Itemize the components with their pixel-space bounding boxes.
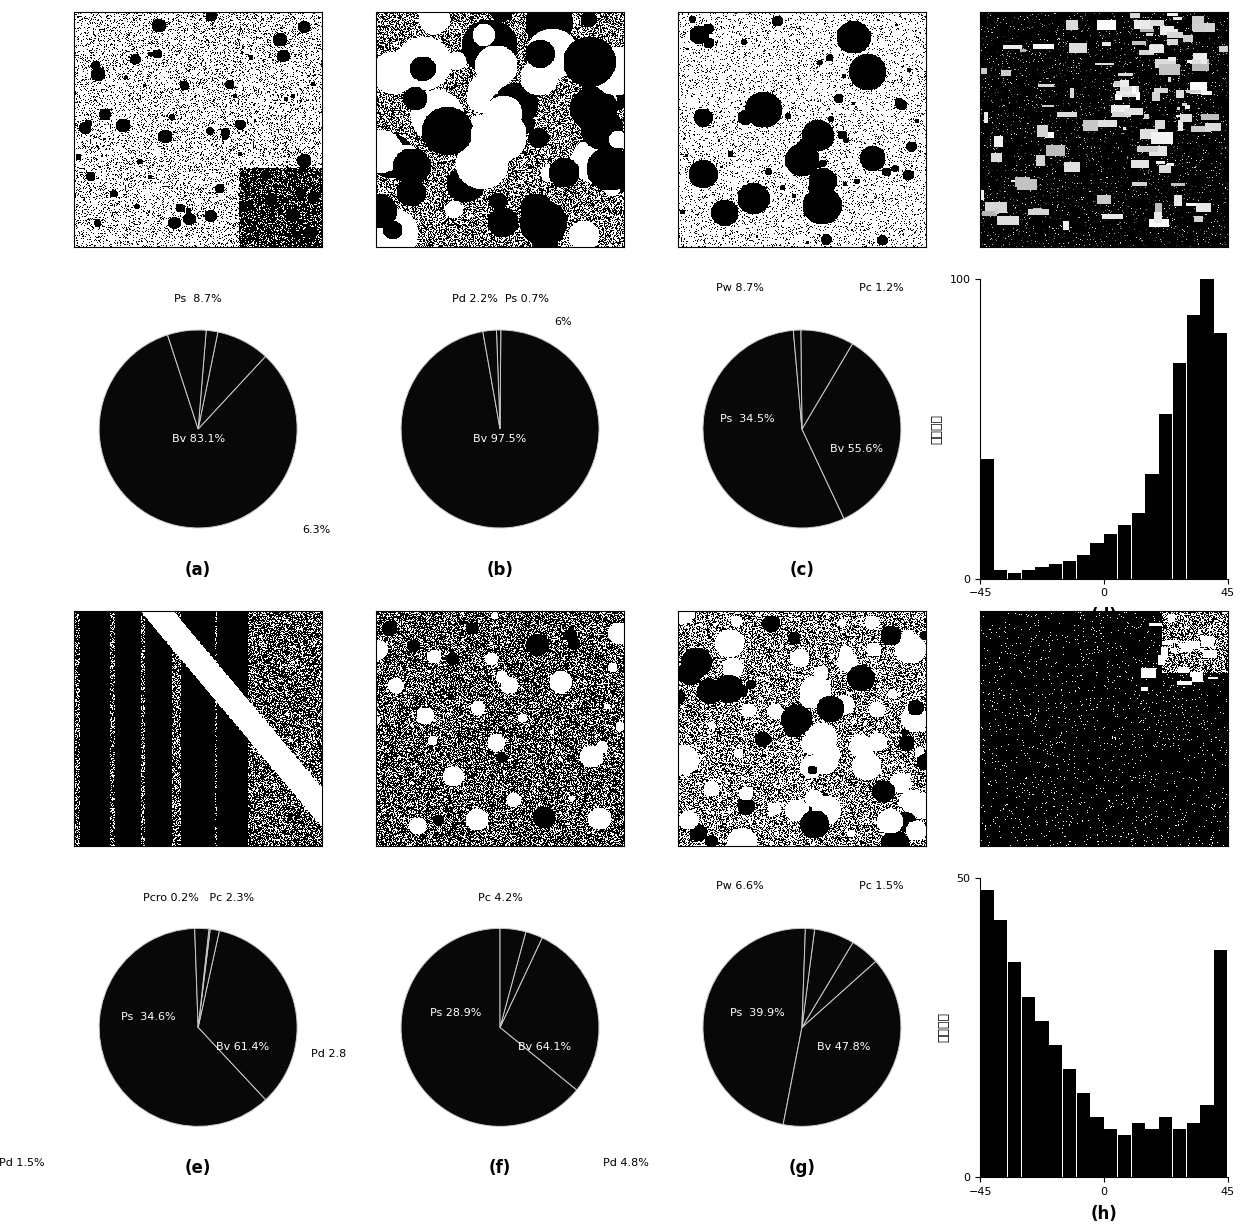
Wedge shape (801, 330, 852, 429)
Wedge shape (198, 929, 219, 1027)
Y-axis label: 像素个数: 像素个数 (931, 414, 944, 444)
X-axis label: (g): (g) (789, 1160, 816, 1177)
Bar (1200, 280, 1214, 579)
Wedge shape (198, 931, 298, 1100)
Wedge shape (99, 335, 298, 528)
Text: Bv 64.1%: Bv 64.1% (518, 1042, 572, 1052)
Bar (1118, 1135, 1131, 1177)
Text: Pc 1.2%: Pc 1.2% (859, 283, 904, 293)
Wedge shape (703, 928, 806, 1124)
Wedge shape (784, 961, 901, 1127)
Bar (1200, 1105, 1214, 1177)
Text: Ps 28.9%: Ps 28.9% (430, 1008, 481, 1018)
Bar (1146, 474, 1158, 579)
Y-axis label: 像素个数: 像素个数 (937, 1013, 951, 1042)
Bar (994, 570, 1007, 579)
Wedge shape (482, 330, 500, 429)
Title: Pc 4.2%: Pc 4.2% (477, 893, 522, 902)
Bar (1214, 333, 1228, 579)
Wedge shape (802, 929, 853, 1027)
Text: Pc 1.5%: Pc 1.5% (859, 881, 904, 891)
Wedge shape (500, 932, 542, 1027)
Text: Pd 1.5%: Pd 1.5% (0, 1157, 45, 1168)
Bar (1049, 564, 1063, 579)
Bar (1090, 1117, 1104, 1177)
Text: Pw 8.7%: Pw 8.7% (717, 283, 764, 293)
Wedge shape (198, 929, 211, 1027)
Text: Ps  34.6%: Ps 34.6% (122, 1013, 176, 1022)
Wedge shape (802, 928, 815, 1027)
Wedge shape (401, 928, 577, 1127)
X-axis label: (a): (a) (185, 562, 211, 579)
Bar (1118, 525, 1131, 579)
Bar (1090, 543, 1104, 579)
Text: Bv 61.4%: Bv 61.4% (216, 1042, 269, 1052)
Text: Ps  39.9%: Ps 39.9% (730, 1008, 785, 1018)
Bar (1022, 998, 1035, 1177)
Wedge shape (496, 330, 501, 429)
X-axis label: (c): (c) (790, 562, 815, 579)
Text: Pw 6.6%: Pw 6.6% (717, 881, 764, 891)
Bar (981, 459, 993, 579)
X-axis label: (e): (e) (185, 1160, 211, 1177)
Wedge shape (198, 332, 265, 429)
Bar (1173, 363, 1187, 579)
Bar (1187, 315, 1200, 579)
Title: Pd 2.2%  Ps 0.7%: Pd 2.2% Ps 0.7% (451, 294, 548, 304)
Text: Bv 83.1%: Bv 83.1% (171, 434, 224, 444)
X-axis label: (f): (f) (489, 1160, 511, 1177)
Bar (1159, 1117, 1172, 1177)
Bar (1159, 414, 1172, 579)
Wedge shape (794, 330, 802, 429)
Title: Pcro 0.2%   Pc 2.3%: Pcro 0.2% Pc 2.3% (143, 893, 254, 902)
Bar (994, 920, 1007, 1177)
Bar (1035, 566, 1049, 579)
Wedge shape (500, 938, 599, 1090)
Bar (1063, 560, 1076, 579)
Bar (1187, 1123, 1200, 1177)
Bar (1076, 554, 1090, 579)
Wedge shape (195, 928, 210, 1027)
Wedge shape (802, 943, 875, 1027)
Wedge shape (401, 330, 599, 528)
Bar (1035, 1021, 1049, 1177)
Bar (1132, 1123, 1145, 1177)
Wedge shape (198, 330, 218, 429)
Bar (1076, 1094, 1090, 1177)
Bar (1104, 1129, 1117, 1177)
Text: Bv 47.8%: Bv 47.8% (817, 1042, 870, 1052)
Text: Bv 97.5%: Bv 97.5% (474, 434, 527, 444)
X-axis label: (b): (b) (486, 562, 513, 579)
Bar (1008, 961, 1021, 1177)
Text: Pd 4.8%: Pd 4.8% (603, 1157, 649, 1168)
Bar (1022, 570, 1035, 579)
Bar (1146, 1129, 1158, 1177)
X-axis label: (h): (h) (1090, 1205, 1117, 1224)
Bar (1104, 533, 1117, 579)
Wedge shape (500, 928, 526, 1027)
Text: 6%: 6% (554, 318, 572, 327)
Bar (1049, 1046, 1063, 1177)
Text: Bv 55.6%: Bv 55.6% (830, 444, 883, 454)
Bar (981, 890, 993, 1177)
Title: Ps  8.7%: Ps 8.7% (175, 294, 222, 304)
Bar (1214, 950, 1228, 1177)
X-axis label: (d): (d) (1090, 607, 1117, 624)
Bar (1173, 1129, 1187, 1177)
Text: Ps  34.5%: Ps 34.5% (720, 414, 775, 424)
Wedge shape (703, 330, 844, 528)
Wedge shape (167, 330, 206, 429)
Bar (1008, 573, 1021, 579)
Wedge shape (99, 928, 265, 1127)
Bar (1132, 512, 1145, 579)
Text: Pd 2.8: Pd 2.8 (311, 1049, 347, 1059)
Wedge shape (802, 343, 901, 519)
Text: 6.3%: 6.3% (303, 525, 330, 535)
Bar (1063, 1069, 1076, 1177)
